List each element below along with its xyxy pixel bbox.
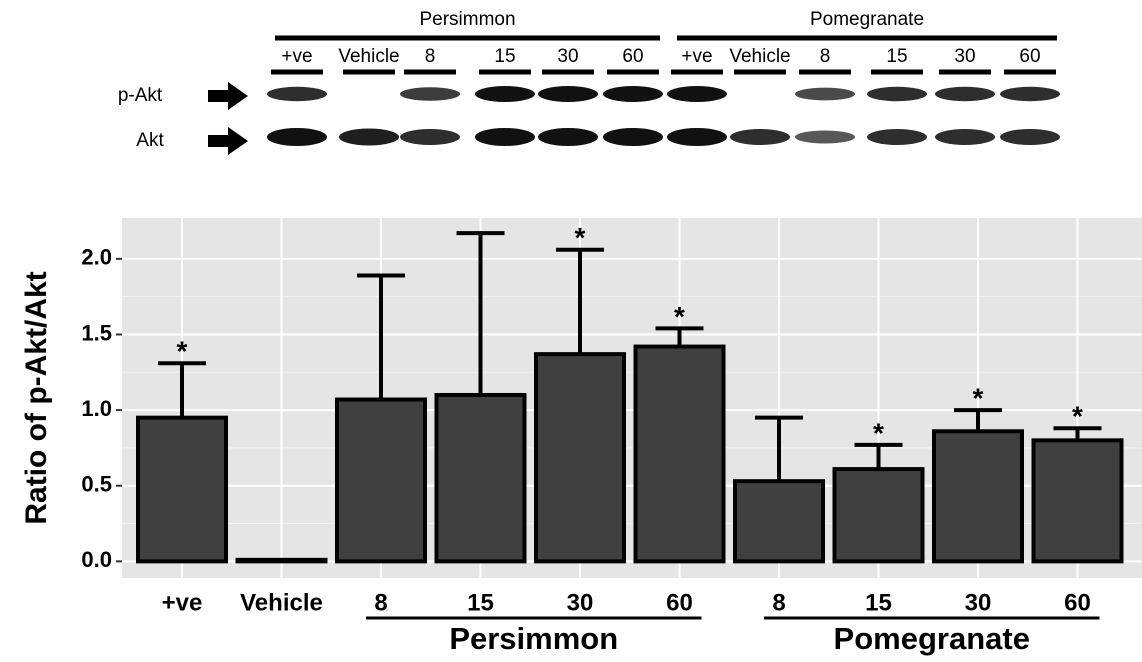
group-label: Persimmon: [449, 621, 618, 656]
lane-label: 60: [622, 46, 643, 67]
bar: [934, 431, 1022, 561]
x-tick-label: 60: [1064, 589, 1091, 616]
band: [538, 128, 598, 146]
lane-label: 30: [557, 46, 578, 67]
lane-label: Vehicle: [338, 46, 399, 67]
lane-label: 8: [820, 46, 831, 67]
significance-mark: *: [177, 336, 188, 367]
lane-label: 8: [425, 46, 436, 67]
page: p-Akt Akt Persimmon Pomegranate +ve Vehicle…: [0, 0, 1142, 662]
x-tick-label: Vehicle: [240, 589, 323, 616]
x-tick-label: 30: [567, 589, 594, 616]
group-label: Pomegranate: [810, 9, 924, 30]
x-tick-label: 15: [467, 589, 494, 616]
band: [1000, 87, 1060, 101]
bar: [1034, 440, 1122, 561]
bar: [437, 395, 525, 561]
y-tick-label: 0.5: [81, 472, 112, 497]
band: [339, 129, 399, 146]
significance-mark: *: [674, 301, 685, 332]
band: [667, 128, 727, 146]
band: [1000, 129, 1060, 145]
bar: [636, 347, 724, 562]
lane-label: Vehicle: [729, 46, 790, 67]
x-tick-label: +ve: [162, 589, 203, 616]
y-tick-label: 1.5: [81, 320, 112, 345]
band: [538, 86, 598, 102]
bar: [536, 354, 624, 561]
band: [400, 87, 460, 101]
lane-label: 60: [1019, 46, 1040, 67]
x-tick-label: 15: [865, 589, 892, 616]
arrow: [208, 127, 248, 155]
arrow: [208, 82, 248, 110]
band: [603, 128, 663, 146]
y-tick-label: 0.0: [81, 547, 112, 572]
lane-label: +ve: [281, 46, 312, 67]
y-tick-label: 2.0: [81, 245, 112, 270]
bar: [238, 560, 326, 562]
band: [935, 87, 995, 101]
bar: [835, 469, 923, 561]
band: [795, 88, 855, 101]
band: [603, 86, 663, 102]
group-label: Persimmon: [419, 9, 515, 30]
band: [400, 129, 460, 145]
band: [795, 131, 855, 144]
lane-label: 15: [494, 46, 515, 67]
group-label: Pomegranate: [834, 621, 1030, 656]
bar: [138, 418, 226, 562]
figure: p-Akt Akt Persimmon Pomegranate +ve Vehicle…: [0, 0, 1142, 662]
x-tick-label: 8: [772, 589, 785, 616]
band: [935, 129, 995, 145]
x-tick-label: 8: [374, 589, 387, 616]
band: [867, 129, 927, 145]
lane-label: 30: [954, 46, 975, 67]
x-tick-label: 30: [965, 589, 992, 616]
band: [730, 129, 790, 145]
row-label: p-Akt: [118, 85, 163, 106]
band: [867, 87, 927, 101]
y-axis-title: Ratio of p-Akt/Akt: [20, 271, 53, 524]
lane-label: 15: [886, 46, 907, 67]
western-blot: p-Akt Akt Persimmon Pomegranate +ve Vehicle…: [118, 9, 1060, 163]
row-label: Akt: [136, 130, 164, 151]
band: [475, 128, 535, 146]
band: [267, 128, 327, 146]
x-tick-label: 60: [666, 589, 693, 616]
bar: [337, 400, 425, 562]
significance-mark: *: [1072, 401, 1083, 432]
significance-mark: *: [973, 382, 984, 413]
bar: [735, 481, 823, 561]
band: [475, 86, 535, 102]
y-tick-label: 1.0: [81, 396, 112, 421]
lane-label: +ve: [681, 46, 712, 67]
significance-mark: *: [873, 417, 884, 448]
significance-mark: *: [575, 222, 586, 253]
band: [267, 87, 327, 101]
band: [667, 86, 727, 102]
